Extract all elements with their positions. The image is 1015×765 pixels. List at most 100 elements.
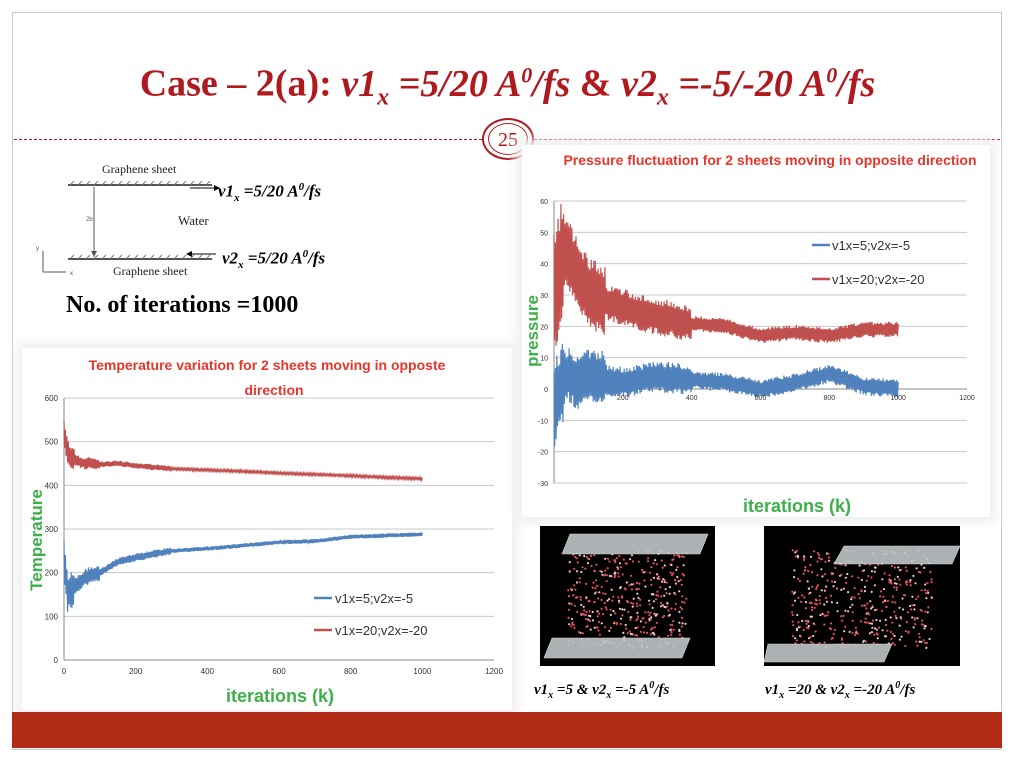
water-molecule <box>929 571 932 574</box>
water-molecule <box>886 629 889 632</box>
water-molecule <box>842 614 845 617</box>
pressure-chart: Pressure fluctuation for 2 sheets moving… <box>522 145 990 517</box>
water-molecule <box>791 635 795 638</box>
water-molecule <box>651 632 654 635</box>
water-molecule <box>597 629 600 632</box>
water-molecule <box>567 589 570 592</box>
water-molecule <box>833 628 836 631</box>
water-molecule <box>821 612 824 615</box>
gap-arrow-head <box>91 251 97 257</box>
water-molecule <box>893 578 896 581</box>
water-molecule <box>661 604 664 607</box>
water-molecule <box>574 555 577 558</box>
water-molecule <box>651 606 654 609</box>
water-molecule <box>851 603 854 606</box>
water-molecule <box>578 554 581 557</box>
water-molecule <box>606 599 609 602</box>
water-molecule <box>603 601 606 605</box>
water-molecule <box>617 568 620 571</box>
y-axis-title: Temperature <box>27 489 46 591</box>
water-molecule <box>587 557 590 560</box>
water-molecule <box>922 624 925 627</box>
water-molecule <box>930 581 933 584</box>
water-molecule <box>794 555 798 558</box>
water-molecule <box>603 626 607 629</box>
water-molecule <box>873 566 877 569</box>
water-molecule <box>878 626 881 629</box>
water-molecule <box>923 627 926 630</box>
water-molecule <box>910 608 913 611</box>
water-molecule <box>893 634 896 638</box>
water-molecule <box>668 586 671 589</box>
water-molecule <box>818 553 821 557</box>
water-molecule <box>663 614 666 617</box>
water-molecule <box>681 622 684 625</box>
water-molecule <box>909 584 912 587</box>
top-sheet-label: Graphene sheet <box>102 162 177 176</box>
water-molecule <box>912 626 915 629</box>
series-line-2 <box>553 203 899 346</box>
water-molecule <box>831 580 834 583</box>
water-molecule <box>847 610 850 613</box>
water-molecule <box>809 640 812 643</box>
water-molecule <box>660 595 663 598</box>
water-molecule <box>865 607 868 610</box>
water-molecule <box>567 616 570 619</box>
water-molecule <box>657 636 660 639</box>
water-molecule <box>613 621 616 624</box>
water-molecule <box>816 551 819 555</box>
water-molecule <box>916 644 919 647</box>
water-molecule <box>802 572 805 575</box>
water-molecule <box>814 630 817 633</box>
water-molecule <box>811 608 814 612</box>
water-molecule <box>673 554 676 557</box>
water-molecule <box>595 626 598 629</box>
water-molecule <box>679 606 682 609</box>
water-molecule <box>930 596 933 599</box>
water-molecule <box>618 555 621 558</box>
water-molecule <box>860 578 863 581</box>
water-molecule <box>591 586 594 589</box>
water-molecule <box>612 595 615 598</box>
water-molecule <box>842 587 845 590</box>
water-molecule <box>813 550 816 553</box>
water-molecule <box>867 574 870 578</box>
water-molecule <box>906 580 909 583</box>
legend-label-2: v1x=20;v2x=-20 <box>335 623 428 638</box>
water-molecule <box>634 626 637 630</box>
water-molecule <box>794 637 797 640</box>
water-molecule <box>600 598 603 602</box>
water-molecule <box>835 587 839 590</box>
water-molecule <box>656 577 659 580</box>
graphene-sheet-bottom <box>543 637 691 659</box>
water-molecule <box>626 601 630 604</box>
water-molecule <box>797 621 800 624</box>
water-molecule <box>621 608 624 611</box>
water-molecule <box>823 603 826 606</box>
graphene-sheet-top <box>561 533 709 555</box>
water-molecule <box>881 578 884 581</box>
water-molecule <box>921 619 924 622</box>
divider-left <box>14 139 482 140</box>
water-molecule <box>593 601 596 604</box>
water-molecule <box>576 570 579 573</box>
water-molecule <box>581 566 584 569</box>
water-molecule <box>898 578 901 581</box>
water-molecule <box>608 629 611 632</box>
y-tick-label: 60 <box>540 199 548 206</box>
water-molecule <box>890 637 893 640</box>
water-molecule <box>829 622 833 625</box>
water-molecule <box>899 583 902 586</box>
water-molecule <box>588 610 591 613</box>
water-molecule <box>792 592 795 595</box>
water-molecule <box>807 625 810 628</box>
water-molecule <box>635 587 638 590</box>
temperature-chart: Temperature variation for 2 sheets movin… <box>22 348 512 710</box>
water-molecule <box>809 555 813 558</box>
water-molecule <box>663 579 666 582</box>
water-molecule <box>870 576 873 579</box>
water-molecule <box>863 621 866 624</box>
water-molecule <box>617 572 620 575</box>
water-molecule <box>801 594 804 597</box>
y-tick-label: 10 <box>540 356 548 363</box>
